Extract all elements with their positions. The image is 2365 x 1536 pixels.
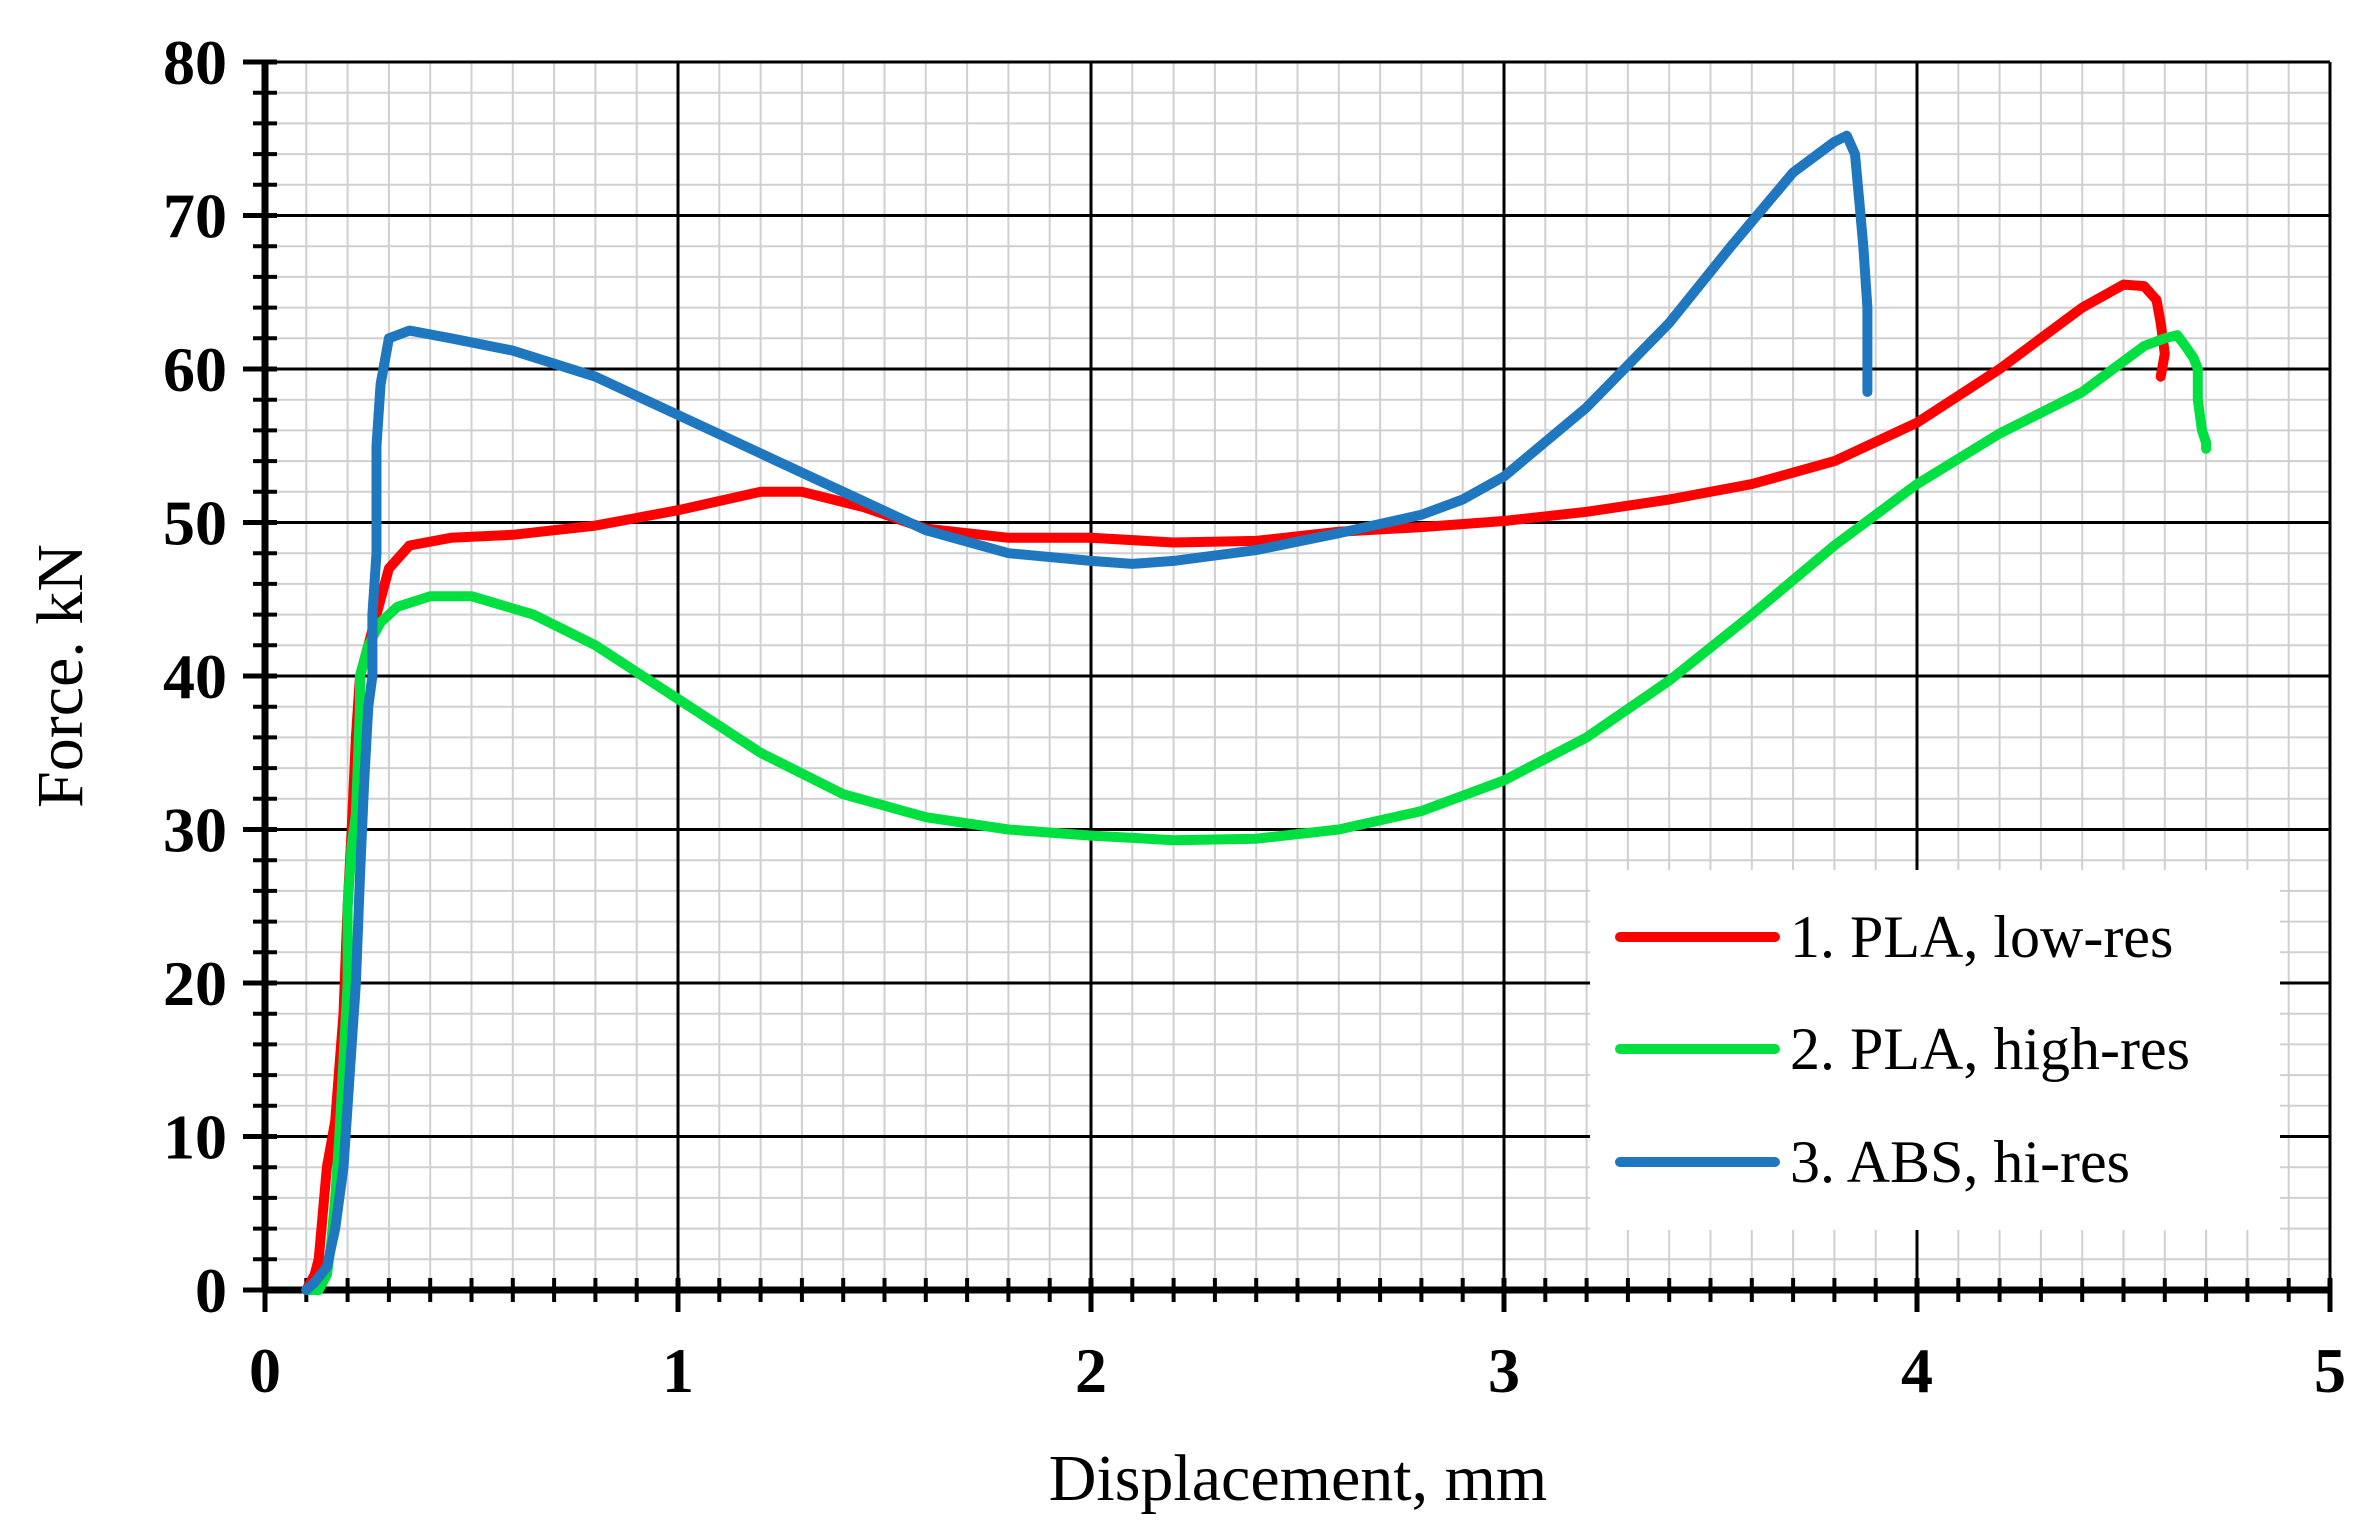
- x-tick-label: 1: [662, 1335, 694, 1406]
- legend-entry-3: 3. ABS, hi-res: [1615, 1129, 2130, 1195]
- y-tick-label: 60: [163, 334, 227, 405]
- y-tick-label: 20: [163, 948, 227, 1019]
- x-tick-label: 2: [1075, 1335, 1107, 1406]
- legend-entry-2: 2. PLA, high-res: [1615, 1016, 2190, 1082]
- axes: [243, 59, 2333, 1312]
- y-tick-label: 80: [163, 27, 227, 98]
- y-tick-labels: 0 10 20 30 40 50 60 70 80: [163, 27, 227, 1326]
- y-tick-label: 10: [163, 1102, 227, 1173]
- series-line-2: [301, 330, 2212, 1295]
- x-tick-labels: 0 1 2 3 4 5: [249, 1335, 2346, 1406]
- y-tick-label: 40: [163, 641, 227, 712]
- legend-label-3: 3. ABS, hi-res: [1790, 1129, 2130, 1195]
- x-axis-label: Displacement, mm: [1049, 1442, 1548, 1515]
- y-tick-label: 50: [163, 488, 227, 559]
- x-tick-label: 3: [1488, 1335, 1520, 1406]
- series-lines: [301, 130, 2212, 1295]
- x-tick-label: 4: [1901, 1335, 1933, 1406]
- legend: 1. PLA, low-res 2. PLA, high-res 3. ABS,…: [1590, 870, 2280, 1230]
- y-axis-label: Force. kN: [24, 544, 97, 808]
- series-line-3: [301, 130, 1873, 1295]
- legend-entry-1: 1. PLA, low-res: [1615, 904, 2173, 970]
- y-tick-label: 30: [163, 795, 227, 866]
- x-tick-label: 0: [249, 1335, 281, 1406]
- y-tick-label: 0: [195, 1255, 227, 1326]
- y-tick-label: 70: [163, 181, 227, 252]
- legend-label-1: 1. PLA, low-res: [1790, 904, 2173, 970]
- x-tick-label: 5: [2314, 1335, 2346, 1406]
- legend-label-2: 2. PLA, high-res: [1790, 1016, 2190, 1082]
